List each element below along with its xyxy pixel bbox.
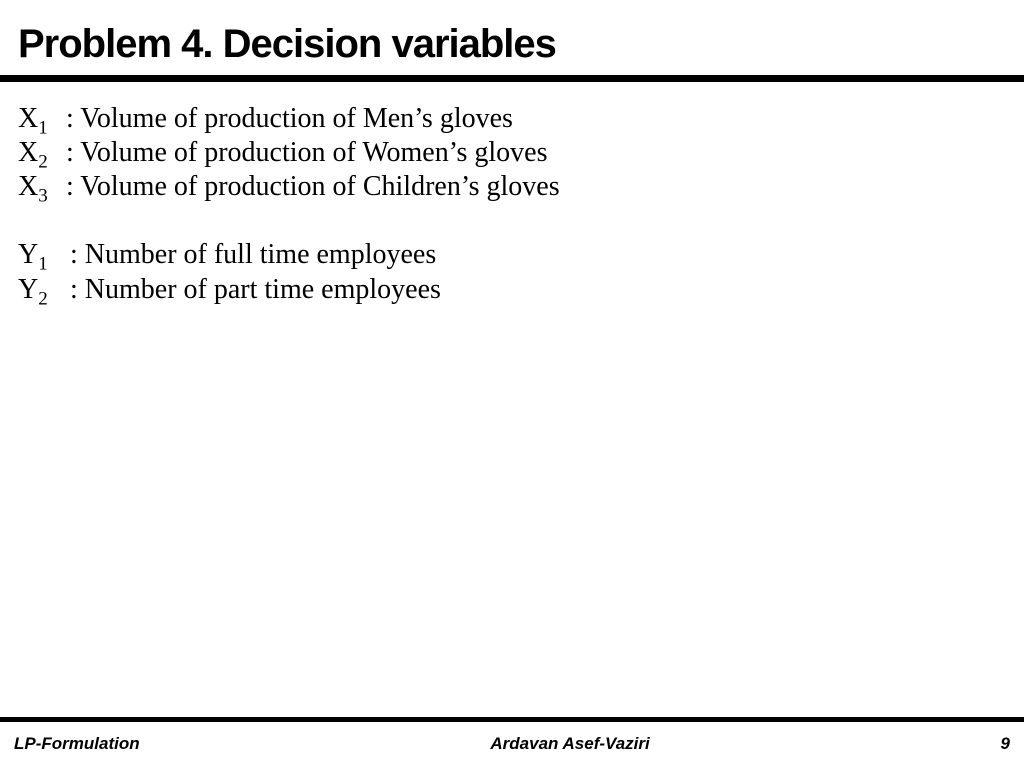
footer-page-number: 9 bbox=[1001, 734, 1010, 754]
footer: LP-Formulation Ardavan Asef-Vaziri 9 bbox=[0, 722, 1024, 768]
variable-x1: X1: Volume of production of Men’s gloves bbox=[18, 102, 1006, 136]
variable-symbol: Y1 bbox=[18, 238, 70, 272]
variable-desc: : Volume of production of Men’s gloves bbox=[66, 103, 513, 134]
variable-desc: : Number of full time employees bbox=[70, 239, 436, 270]
variable-x2: X2: Volume of production of Women’s glov… bbox=[18, 136, 1006, 170]
variable-symbol: X2 bbox=[18, 136, 66, 170]
footer-center: Ardavan Asef-Vaziri bbox=[490, 734, 649, 754]
variable-desc: : Volume of production of Children’s glo… bbox=[66, 171, 560, 202]
variable-symbol: X3 bbox=[18, 170, 66, 204]
footer-container: LP-Formulation Ardavan Asef-Vaziri 9 bbox=[0, 717, 1024, 768]
variable-x3: X3: Volume of production of Children’s g… bbox=[18, 170, 1006, 204]
variable-symbol: X1 bbox=[18, 102, 66, 136]
variable-symbol: Y2 bbox=[18, 273, 70, 307]
slide-body: X1: Volume of production of Men’s gloves… bbox=[0, 82, 1024, 327]
variable-y2: Y2: Number of part time employees bbox=[18, 273, 1006, 307]
variable-y1: Y1: Number of full time employees bbox=[18, 238, 1006, 272]
slide-title: Problem 4. Decision variables bbox=[0, 0, 1024, 75]
variable-desc: : Number of part time employees bbox=[70, 274, 441, 305]
spacer bbox=[18, 204, 1006, 238]
footer-left: LP-Formulation bbox=[14, 734, 140, 754]
title-divider bbox=[0, 75, 1024, 82]
variable-desc: : Volume of production of Women’s gloves bbox=[66, 137, 548, 168]
